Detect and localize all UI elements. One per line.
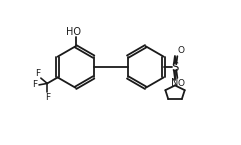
Text: N: N [171, 78, 179, 88]
Text: F: F [32, 80, 37, 89]
Text: O: O [177, 46, 184, 55]
Text: S: S [171, 60, 179, 74]
Text: HO: HO [66, 27, 81, 37]
Text: F: F [35, 69, 40, 78]
Text: F: F [45, 93, 50, 102]
Text: O: O [177, 79, 184, 88]
